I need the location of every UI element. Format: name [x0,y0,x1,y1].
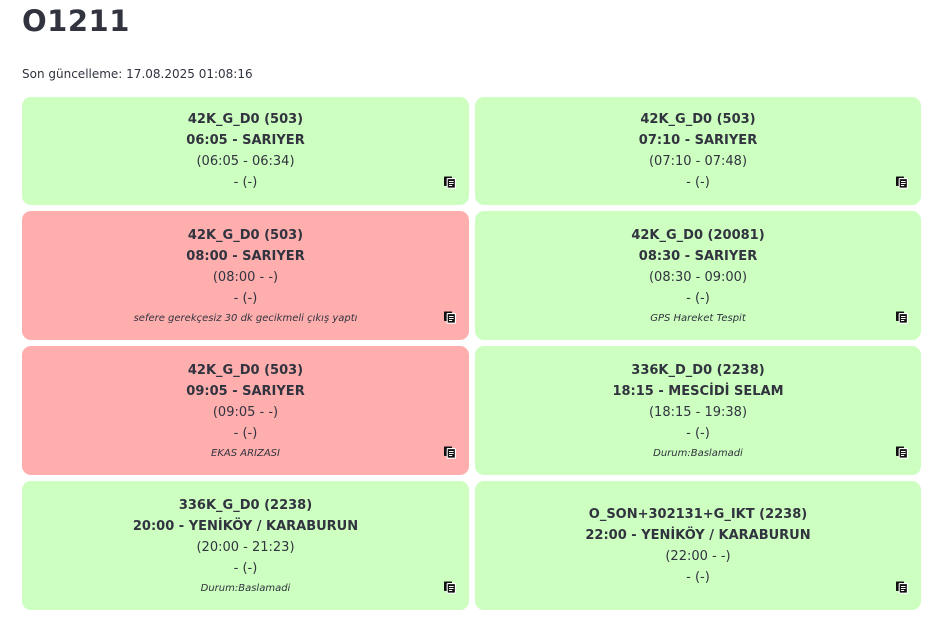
trip-card[interactable]: 42K_G_D0 (503) 06:05 - SARIYER (06:05 - … [22,97,469,205]
trip-extra: - (-) [233,175,258,190]
trip-card[interactable]: 42K_G_D0 (503) 08:00 - SARIYER (08:00 - … [22,211,469,340]
last-update-timestamp: Son güncelleme: 17.08.2025 01:08:16 [22,67,253,81]
copy-icon[interactable] [895,310,909,324]
trip-route: 336K_G_D0 (2238) [178,497,313,513]
trip-card[interactable]: 42K_G_D0 (20081) 08:30 - SARIYER (08:30 … [475,211,921,340]
trip-departure: 08:00 - SARIYER [186,248,305,264]
trip-route: 42K_G_D0 (20081) [631,227,765,243]
trip-departure: 20:00 - YENİKÖY / KARABURUN [132,518,359,534]
trip-time-range: (22:00 - -) [665,548,731,564]
trip-card[interactable]: 336K_G_D0 (2238) 20:00 - YENİKÖY / KARAB… [22,481,469,610]
copy-icon[interactable] [443,310,457,324]
trip-extra: - (-) [686,290,710,306]
trip-time-range: (20:00 - 21:23) [196,539,295,555]
trip-time-range: (18:15 - 19:38) [648,404,748,420]
trip-extra: - (-) [233,560,258,576]
trip-time-range: (07:10 - 07:48) [648,154,748,169]
trip-time-range: (08:30 - 09:00) [648,269,748,285]
copy-icon[interactable] [895,445,909,459]
trip-card[interactable]: O_SON+302131+G_IKT (2238) 22:00 - YENİKÖ… [475,481,921,610]
trip-note: Durum:Baslamadi [653,447,743,459]
copy-icon[interactable] [443,175,457,189]
trip-route: O_SON+302131+G_IKT (2238) [588,506,808,522]
copy-icon[interactable] [443,445,457,459]
trip-route: 42K_G_D0 (503) [187,227,304,243]
trip-departure: 08:30 - SARIYER [638,248,758,264]
trip-departure: 18:15 - MESCİDİ SELAM [612,383,784,399]
trip-note: Durum:Baslamadi [200,582,291,594]
trip-route: 42K_G_D0 (503) [187,362,304,378]
trip-route: 42K_G_D0 (503) [640,112,756,127]
trip-extra: - (-) [686,425,710,441]
trip-note: sefere gerekçesiz 30 dk gecikmeli çıkış … [133,312,358,324]
copy-icon[interactable] [895,580,909,594]
trip-extra: - (-) [233,290,258,306]
trip-time-range: (08:00 - -) [212,269,279,285]
trip-extra: - (-) [686,569,710,585]
trip-time-range: (09:05 - -) [212,404,279,420]
trip-note: GPS Hareket Tespit [650,312,746,324]
trip-time-range: (06:05 - 06:34) [196,154,295,169]
trip-grid: 42K_G_D0 (503) 06:05 - SARIYER (06:05 - … [22,97,921,610]
trip-route: 42K_G_D0 (503) [187,112,304,127]
trip-departure: 07:10 - SARIYER [638,133,758,148]
trip-card[interactable]: 42K_G_D0 (503) 09:05 - SARIYER (09:05 - … [22,346,469,475]
trip-card[interactable]: 336K_D_D0 (2238) 18:15 - MESCİDİ SELAM (… [475,346,921,475]
copy-icon[interactable] [443,580,457,594]
trip-extra: - (-) [233,425,258,441]
copy-icon[interactable] [895,175,909,189]
trip-card[interactable]: 42K_G_D0 (503) 07:10 - SARIYER (07:10 - … [475,97,921,205]
trip-departure: 06:05 - SARIYER [186,133,305,148]
trip-note: EKAS ARIZASI [211,447,280,459]
trip-departure: 22:00 - YENİKÖY / KARABURUN [585,527,811,543]
trip-route: 336K_D_D0 (2238) [631,362,765,378]
page-title: O1211 [22,4,130,38]
trip-departure: 09:05 - SARIYER [186,383,305,399]
trip-extra: - (-) [686,175,710,190]
